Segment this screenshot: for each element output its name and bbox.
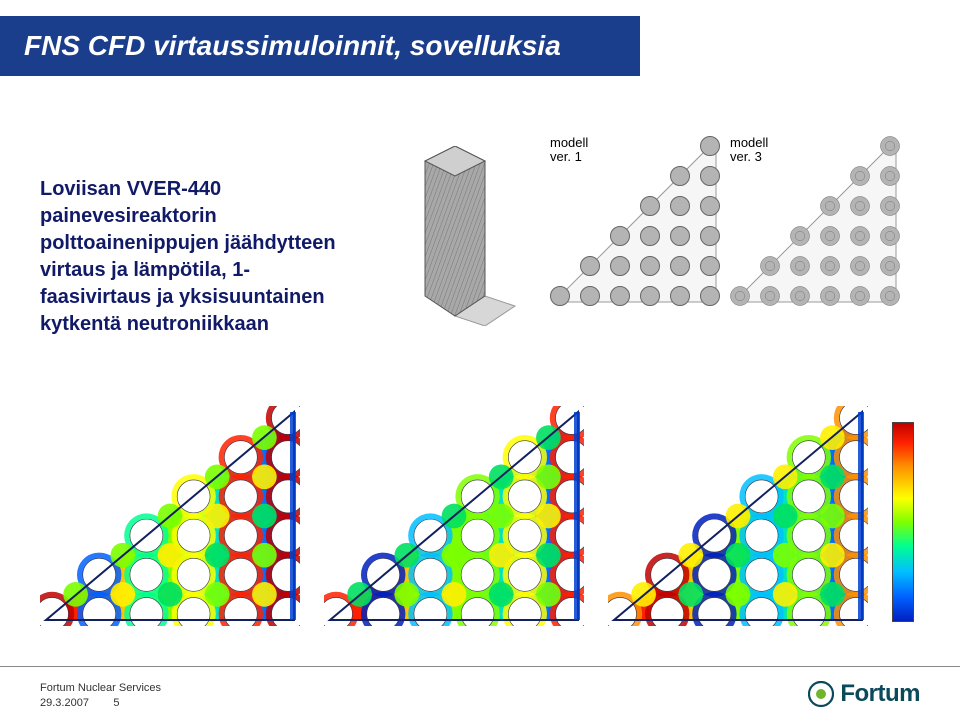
- content-area: Loviisan VVER-440 painevesireaktorin pol…: [40, 136, 920, 636]
- mesh-triangles: modell ver. 1 modell ver. 3: [550, 136, 920, 336]
- fortum-logo-text: Fortum: [840, 680, 920, 708]
- mesh-caption-ver1: modell ver. 1: [550, 136, 588, 165]
- footer-org: Fortum Nuclear Services: [40, 682, 161, 694]
- mesh-caption-ver3: modell ver. 3: [730, 136, 768, 165]
- fuel-bundle-iso: [380, 146, 530, 326]
- footer-date: 29.3.2007: [40, 697, 89, 709]
- colorbar: [892, 422, 914, 622]
- cfd-panel-3: [608, 406, 868, 626]
- mesh-caption-ver1-l1: modell: [550, 135, 588, 150]
- mesh-ver-1: modell ver. 1: [550, 136, 720, 306]
- footer-meta: Fortum Nuclear Services 29.3.2007 5: [40, 681, 161, 710]
- mesh-caption-ver1-l2: ver. 1: [550, 149, 582, 164]
- slide-title: FNS CFD virtaussimuloinnit, sovelluksia: [24, 30, 561, 62]
- footer: Fortum Nuclear Services 29.3.2007 5 Fort…: [0, 666, 960, 716]
- cfd-panel-1: [40, 406, 300, 626]
- body-text: Loviisan VVER-440 painevesireaktorin pol…: [40, 176, 360, 338]
- fortum-logo: Fortum: [808, 680, 920, 708]
- mesh-caption-ver3-l2: ver. 3: [730, 149, 762, 164]
- mesh-caption-ver3-l1: modell: [730, 135, 768, 150]
- cfd-panel-2: [324, 406, 584, 626]
- mesh-ver-3: modell ver. 3: [730, 136, 900, 306]
- title-bar: FNS CFD virtaussimuloinnit, sovelluksia: [0, 16, 640, 76]
- fortum-logo-icon: [808, 681, 834, 707]
- mesh-figure: modell ver. 1 modell ver. 3: [380, 136, 920, 336]
- footer-page: 5: [113, 697, 119, 709]
- cfd-figure: [40, 396, 920, 626]
